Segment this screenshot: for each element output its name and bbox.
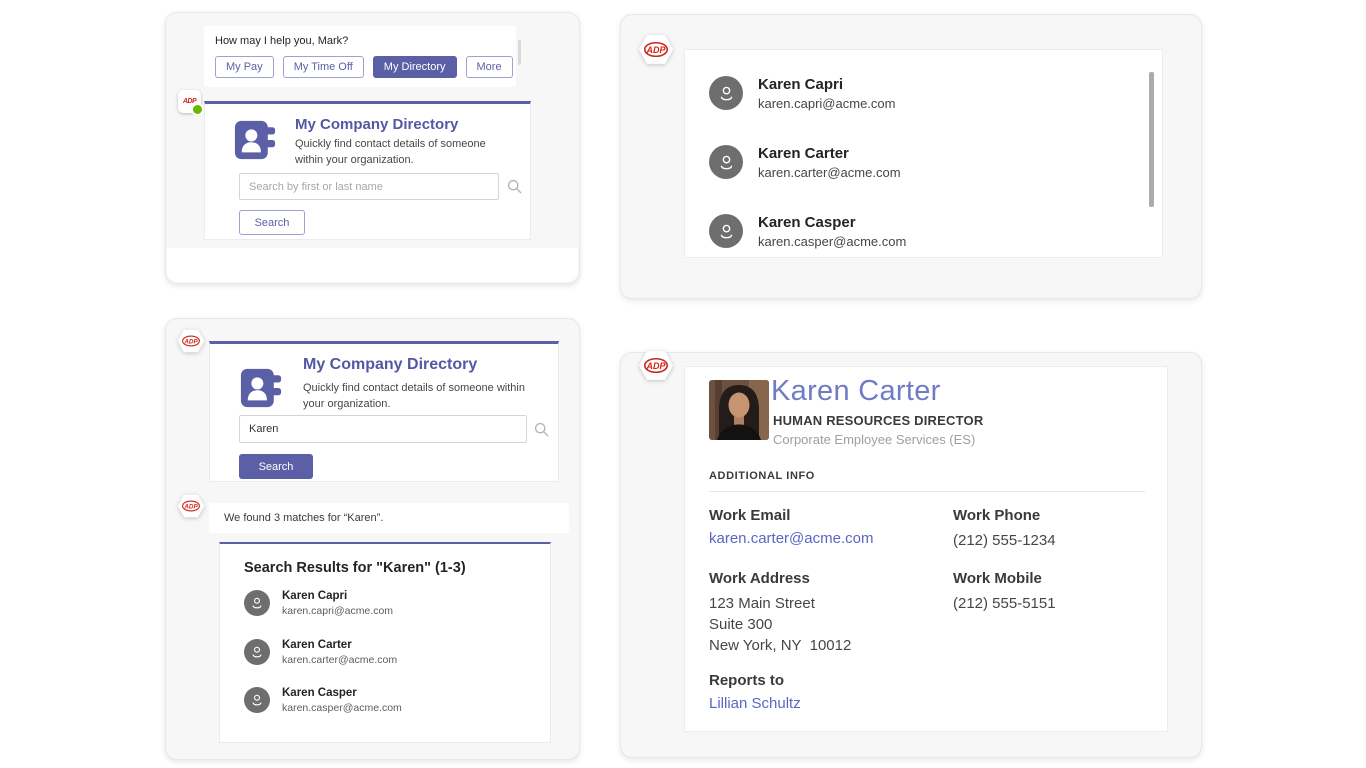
reports-to-field: Reports to Lillian Schultz xyxy=(709,672,801,712)
directory-card: My Company Directory Quickly find contac… xyxy=(204,101,531,240)
work-phone-value: (212) 555-1234 xyxy=(953,532,1056,549)
search-results-panel: ADP My Company Directory Quickly find co… xyxy=(165,318,580,760)
section-divider xyxy=(709,491,1145,492)
contact-name: Karen Casper xyxy=(282,687,357,699)
contact-row-karen-carter[interactable]: Karen Carter karen.carter@acme.com xyxy=(244,639,524,667)
person-avatar-icon xyxy=(244,639,270,665)
contact-row-karen-carter[interactable]: Karen Carter karen.carter@acme.com xyxy=(709,145,1089,181)
person-avatar-icon xyxy=(244,590,270,616)
chat-compose-area xyxy=(167,248,578,282)
my-time-off-button[interactable]: My Time Off xyxy=(282,56,364,78)
adp-logo-badge: ADP xyxy=(177,494,205,518)
person-avatar-icon xyxy=(709,76,743,110)
contact-name: Karen Carter xyxy=(758,145,849,162)
quick-menu: My Pay My Time Off My Directory More xyxy=(215,56,513,78)
adp-bot-avatar: ADP xyxy=(178,90,204,116)
adp-logo-badge: ADP xyxy=(638,35,674,64)
adp-logo-badge: ADP xyxy=(638,351,674,380)
profile-name: Karen Carter xyxy=(771,375,941,407)
more-button[interactable]: More xyxy=(465,56,513,78)
chat-scrollbar[interactable] xyxy=(518,40,521,65)
contact-email: karen.capri@acme.com xyxy=(282,605,394,617)
contact-row-karen-capri[interactable]: Karen Capri karen.capri@acme.com xyxy=(709,76,1089,112)
adp-logo-icon: ADP xyxy=(645,45,666,55)
search-icon xyxy=(534,422,549,437)
presence-available-icon xyxy=(191,103,204,116)
work-mobile-label: Work Mobile xyxy=(953,570,1042,587)
adp-logo-badge: ADP xyxy=(177,329,205,353)
reports-to-label: Reports to xyxy=(709,672,784,689)
profile-department: Corporate Employee Services (ES) xyxy=(773,432,976,447)
contact-name: Karen Carter xyxy=(282,639,352,651)
profile-job-title: HUMAN RESOURCES DIRECTOR xyxy=(773,413,984,428)
directory-book-icon xyxy=(234,120,276,160)
work-email-field: Work Email karen.carter@acme.com xyxy=(709,507,873,547)
work-address-line3: New York, NY 10012 xyxy=(709,637,852,654)
work-address-field: Work Address 123 Main Street Suite 300 N… xyxy=(709,570,851,656)
work-mobile-value: (212) 555-5151 xyxy=(953,595,1056,612)
search-button[interactable]: Search xyxy=(239,454,313,479)
contact-name: Karen Capri xyxy=(282,590,348,602)
contact-list-panel: ADP Karen Capri karen.capri@acme.com Kar… xyxy=(620,14,1202,299)
contact-email: karen.casper@acme.com xyxy=(282,702,402,714)
work-phone-field: Work Phone (212) 555-1234 xyxy=(953,507,1056,551)
work-mobile-field: Work Mobile (212) 555-5151 xyxy=(953,570,1056,614)
contact-email: karen.carter@acme.com xyxy=(758,165,901,180)
list-scrollbar[interactable] xyxy=(1149,72,1154,207)
chat-panel: How may I help you, Mark? My Pay My Time… xyxy=(165,12,580,284)
bot-result-bubble: We found 3 matches for “Karen”. xyxy=(209,503,569,533)
directory-search-input[interactable] xyxy=(239,415,527,443)
adp-logo-icon: ADP xyxy=(182,98,197,105)
directory-card-title: My Company Directory xyxy=(295,116,459,133)
my-directory-button[interactable]: My Directory xyxy=(372,56,457,78)
profile-photo xyxy=(709,380,769,440)
directory-card-filled: My Company Directory Quickly find contac… xyxy=(209,341,559,482)
work-address-line2: Suite 300 xyxy=(709,616,773,633)
directory-search-input[interactable] xyxy=(239,173,499,200)
work-address-line1: 123 Main Street xyxy=(709,595,815,612)
directory-card-description: Quickly find contact details of someone … xyxy=(295,138,486,166)
contact-name: Karen Capri xyxy=(758,76,844,93)
contact-row-karen-capri[interactable]: Karen Capri karen.capri@acme.com xyxy=(244,590,524,618)
result-message: We found 3 matches for “Karen”. xyxy=(224,512,384,524)
profile-panel: ADP Karen Carter HUMAN RESOURCES DIRECTO… xyxy=(620,351,1202,758)
adp-logo-icon: ADP xyxy=(645,361,666,371)
search-icon xyxy=(507,179,522,194)
bot-greeting-bubble: How may I help you, Mark? My Pay My Time… xyxy=(204,26,516,87)
directory-book-icon xyxy=(240,368,282,408)
greeting-text: How may I help you, Mark? xyxy=(215,35,349,47)
contact-row-karen-casper[interactable]: Karen Casper karen.casper@acme.com xyxy=(244,687,524,715)
person-avatar-icon xyxy=(244,687,270,713)
adp-logo-icon: ADP xyxy=(183,338,198,345)
work-email-label: Work Email xyxy=(709,507,791,524)
work-email-link[interactable]: karen.carter@acme.com xyxy=(709,530,874,547)
profile-card: Karen Carter HUMAN RESOURCES DIRECTOR Co… xyxy=(684,366,1168,732)
contact-list-card: Karen Capri karen.capri@acme.com Karen C… xyxy=(684,49,1163,258)
contact-row-karen-casper[interactable]: Karen Casper karen.casper@acme.com xyxy=(709,214,1089,250)
search-results-card: Search Results for "Karen" (1-3) Karen C… xyxy=(219,542,551,743)
my-pay-button[interactable]: My Pay xyxy=(215,56,274,78)
additional-info-heading: ADDITIONAL INFO xyxy=(709,470,815,482)
contact-name: Karen Casper xyxy=(758,214,856,231)
contact-email: karen.carter@acme.com xyxy=(282,654,398,666)
search-button[interactable]: Search xyxy=(239,210,305,235)
directory-card-title: My Company Directory xyxy=(303,356,478,373)
contact-email: karen.casper@acme.com xyxy=(758,234,907,249)
results-title: Search Results for "Karen" (1-3) xyxy=(244,560,466,576)
adp-logo-icon: ADP xyxy=(183,503,198,510)
person-avatar-icon xyxy=(709,214,743,248)
reports-to-link[interactable]: Lillian Schultz xyxy=(709,695,801,712)
work-address-label: Work Address xyxy=(709,570,810,587)
directory-card-description: Quickly find contact details of someone … xyxy=(303,382,525,410)
work-phone-label: Work Phone xyxy=(953,507,1041,524)
person-avatar-icon xyxy=(709,145,743,179)
contact-email: karen.capri@acme.com xyxy=(758,96,896,111)
